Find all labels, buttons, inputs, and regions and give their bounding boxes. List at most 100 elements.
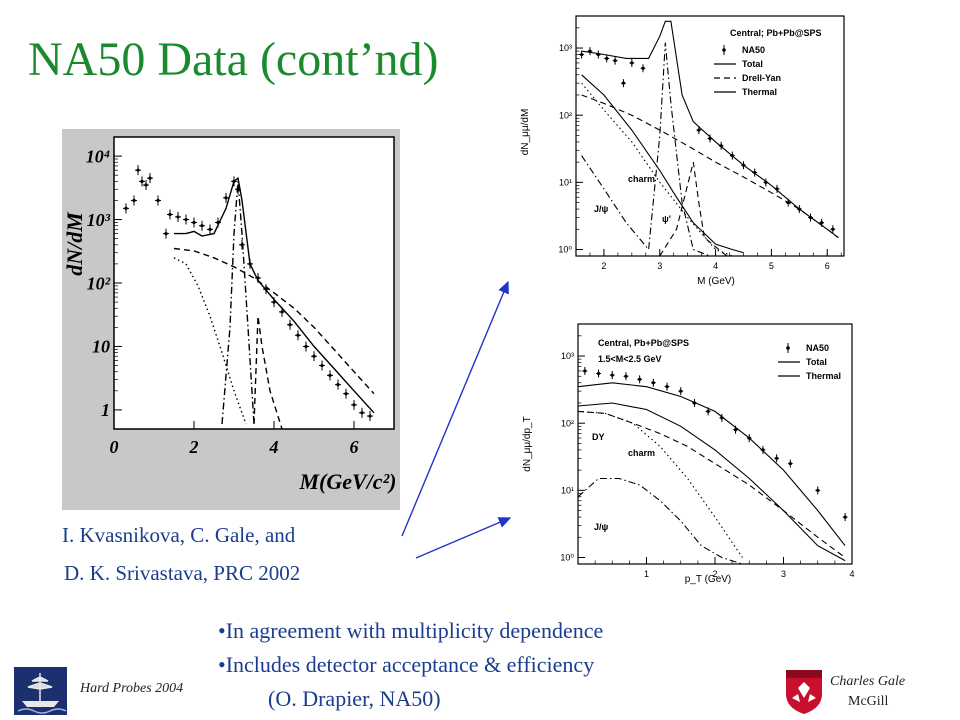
chart-top-xlabel: M (GeV)	[697, 276, 735, 287]
data-point	[815, 486, 821, 495]
y-tick-label: 1	[101, 400, 110, 420]
data-point	[678, 387, 684, 396]
y-tick-label: 10²	[87, 273, 111, 293]
series-line-2	[577, 402, 846, 562]
y-tick-label: 10²	[561, 418, 574, 428]
data-point	[335, 379, 341, 390]
chart-top-annotation-jpsi: J/ψ	[594, 204, 609, 214]
x-tick-label: 2	[189, 437, 199, 457]
legend-entry: NA50	[722, 45, 765, 55]
data-point	[147, 173, 153, 184]
legend-label: Thermal	[806, 371, 841, 381]
chart-left-xlabel: M(GeV/c²)	[298, 469, 396, 494]
data-point	[135, 165, 141, 176]
y-tick-label: 10³	[561, 351, 574, 361]
data-point	[175, 211, 181, 222]
legend-label: Total	[806, 357, 827, 367]
series-line-5	[581, 42, 711, 257]
legend-label: Thermal	[742, 87, 777, 97]
bullet-multiplicity: •In agreement with multiplicity dependen…	[218, 618, 604, 643]
data-point	[640, 64, 646, 73]
data-point	[183, 214, 189, 225]
data-point	[327, 370, 333, 381]
data-point	[596, 369, 601, 378]
y-tick-label: 10	[92, 337, 110, 357]
chart-top-right: 2 3 4 5 6 10⁰ 10¹ 10² 10³ Central; Pb+Pb@SPS NA5…	[510, 10, 850, 290]
series-line-2	[173, 247, 375, 395]
x-tick-label: 1	[644, 569, 649, 579]
y-tick-label: 10²	[559, 110, 572, 120]
data-point	[604, 54, 610, 63]
chart-bottom-subtitle: 1.5<M<2.5 GeV	[598, 354, 662, 364]
data-point	[351, 399, 357, 410]
y-tick-label: 10⁴	[86, 146, 110, 166]
x-tick-label: 2	[601, 261, 606, 271]
x-tick-label: 4	[713, 261, 718, 271]
series-line-4	[577, 410, 743, 558]
legend-label: NA50	[806, 343, 829, 353]
data-point	[143, 180, 149, 191]
y-tick-label: 10⁰	[560, 553, 574, 563]
data-point	[637, 375, 643, 384]
reference-line-1: I. Kvasnikova, C. Gale, and	[62, 523, 296, 547]
arrow-to-mass-plot	[401, 280, 509, 537]
y-tick-label: 10³	[87, 210, 111, 230]
legend-entry: Total	[778, 357, 827, 367]
footer-affiliation: McGill	[848, 694, 889, 709]
chart-top-annotation-charm: charm	[628, 174, 655, 184]
data-point	[621, 79, 626, 88]
x-tick-label: 6	[350, 437, 359, 457]
data-point	[207, 224, 213, 235]
data-point	[830, 225, 836, 234]
data-point	[191, 217, 197, 228]
legend-entry: Thermal	[778, 371, 841, 381]
data-point	[311, 351, 317, 362]
x-tick-label: 3	[781, 569, 786, 579]
chart-bottom-annotation-jpsi: J/ψ	[594, 522, 609, 532]
chart-bottom-xlabel: p_T (GeV)	[685, 574, 732, 585]
chart-bottom-right: 1 2 3 4 10⁰ 10¹ 10² 10³ Central, Pb+Pb@SPS 1.5<…	[510, 316, 860, 588]
data-point	[367, 411, 373, 422]
series-line-1	[174, 176, 375, 414]
data-point	[167, 209, 173, 220]
legend-entry: Total	[714, 59, 763, 69]
data-point	[131, 195, 137, 206]
legend-label: Total	[742, 59, 763, 69]
x-tick-label: 2	[712, 569, 717, 579]
chart-bottom-plot-area	[577, 323, 853, 565]
data-point	[664, 382, 670, 391]
legend-entry: Thermal	[714, 87, 777, 97]
series-line-2	[581, 94, 839, 239]
footer-conference: Hard Probes 2004	[80, 681, 184, 696]
chart-left-ylabel: dN/dM	[62, 211, 87, 276]
legend-entry: Drell-Yan	[714, 73, 781, 83]
series-line-1	[577, 382, 846, 547]
data-point	[123, 203, 129, 214]
x-tick-label: 6	[825, 261, 830, 271]
data-point	[650, 378, 656, 387]
x-tick-label: 0	[110, 437, 119, 457]
y-tick-label: 10¹	[559, 177, 572, 187]
data-point	[623, 372, 629, 381]
arrows-overlay	[401, 280, 512, 559]
y-tick-label: 10¹	[561, 485, 574, 495]
legend-entry: NA50	[786, 343, 829, 353]
mcgill-shield-icon	[786, 670, 822, 714]
chart-left-plot-area	[113, 136, 395, 430]
data-point	[629, 58, 635, 67]
chart-top-ylabel: dN_μμ/dM	[520, 109, 531, 156]
arrow-to-pt-plot	[415, 517, 512, 559]
chart-bottom-ylabel: dN_μμ/dp_T	[522, 416, 533, 471]
x-tick-label: 3	[657, 261, 662, 271]
ship-logo-icon	[14, 667, 67, 715]
data-point	[579, 50, 584, 59]
legend-label: Drell-Yan	[742, 73, 781, 83]
chart-bottom-annotation-dy: DY	[592, 432, 605, 442]
data-point	[223, 192, 229, 203]
reference-line-2: D. K. Srivastava, PRC 2002	[64, 561, 301, 585]
data-point	[359, 407, 365, 418]
series-line-1	[581, 20, 839, 239]
bullet-drapier: (O. Drapier, NA50)	[268, 686, 441, 711]
data-point	[343, 388, 349, 399]
series-line-3	[577, 410, 846, 558]
